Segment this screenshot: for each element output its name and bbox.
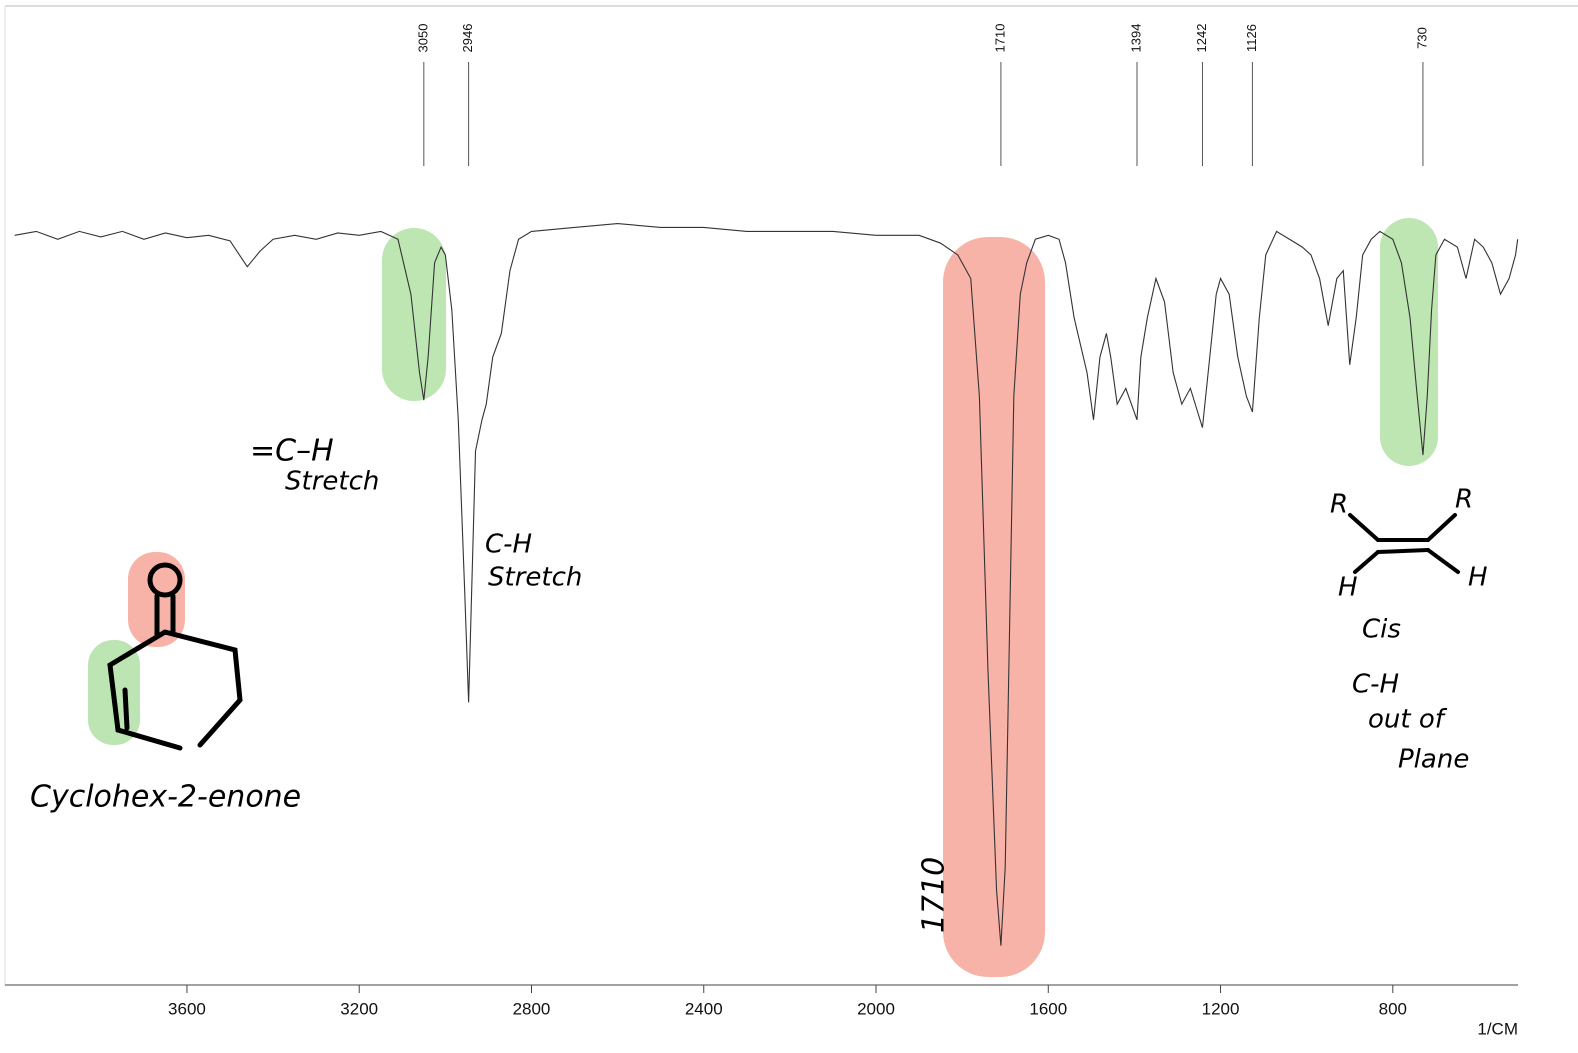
cis-structure: [1348, 513, 1460, 574]
annotation: C-H: [1352, 670, 1399, 700]
annotation: 1710: [917, 857, 952, 933]
peak-label: 1710: [992, 24, 1007, 53]
annotation: Cyclohex-2-enone: [30, 780, 301, 815]
bond: [1353, 550, 1380, 574]
highlight-green: [1380, 218, 1438, 466]
x-tick-label: 2400: [685, 999, 723, 1018]
peak-label: 1394: [1128, 24, 1143, 53]
peak-label: 3050: [415, 24, 430, 53]
peak-label: 730: [1414, 27, 1429, 49]
highlight-red: [943, 237, 1045, 977]
ring: [107, 629, 243, 751]
x-tick-label: 800: [1379, 999, 1407, 1018]
x-axis-label: 1/CM: [1477, 1019, 1518, 1038]
annotation: H: [1338, 573, 1358, 603]
plot-area: 3600 3200 2800 2400 2000 1600 1200 800 3050 2946 1…: [14, 24, 1519, 1018]
annotation: C-H: [485, 530, 532, 560]
oxygen: [147, 562, 183, 598]
annotation: Plane: [1398, 745, 1469, 775]
peak-label: 2946: [460, 24, 475, 53]
annotation: Stretch: [285, 467, 379, 497]
structure: [107, 562, 243, 751]
bond: [1426, 513, 1457, 542]
annotation: Stretch: [488, 563, 582, 593]
bond: [1426, 548, 1460, 574]
bond: [122, 687, 130, 731]
x-tick-label: 1200: [1202, 999, 1240, 1018]
bond: [1376, 548, 1430, 554]
annotation: H: [1468, 563, 1488, 593]
bond: [1348, 513, 1380, 542]
highlights: [88, 218, 1438, 977]
annotation: R: [1330, 490, 1348, 520]
annotation: R: [1455, 485, 1473, 515]
x-tick-label: 1600: [1029, 999, 1067, 1018]
annotation: out of: [1368, 705, 1448, 735]
peak-label: 1126: [1244, 24, 1259, 52]
spectrum-line: [14, 222, 1519, 946]
x-tick-label: 2800: [513, 999, 551, 1018]
x-tick-label: 3600: [168, 999, 206, 1018]
peak-label: 1242: [1194, 24, 1209, 53]
annotation: Cis: [1362, 615, 1401, 645]
annotation: =C–H: [250, 434, 334, 469]
x-tick-label: 3200: [340, 999, 378, 1018]
highlight-green: [382, 228, 446, 401]
x-tick-label: 2000: [857, 999, 895, 1018]
